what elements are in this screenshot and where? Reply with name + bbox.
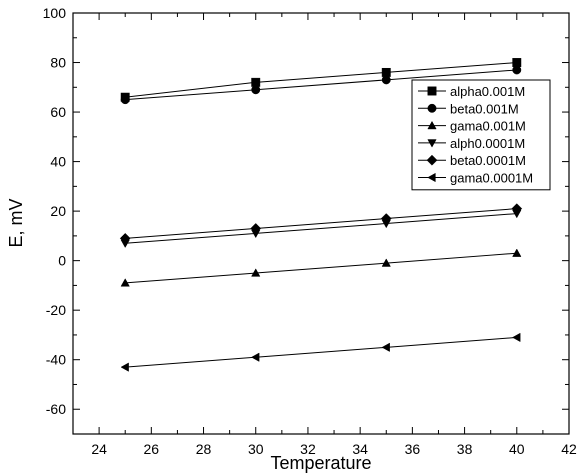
legend-marker bbox=[427, 172, 436, 183]
x-tick-label: 24 bbox=[91, 441, 107, 457]
data-point bbox=[512, 58, 522, 67]
data-point bbox=[381, 258, 391, 267]
x-tick-label: 30 bbox=[248, 441, 264, 457]
legend-label: beta0.001M bbox=[450, 101, 519, 116]
axes: -60 -40 -20 0 20 40 60 80 100 24 26 28 30 32 34 36 38 40 4… bbox=[43, 5, 577, 457]
y-tick-label: 100 bbox=[43, 5, 67, 21]
data-point bbox=[120, 278, 130, 287]
x-tick-label: 40 bbox=[509, 441, 525, 457]
series-5 bbox=[120, 332, 521, 372]
series-2 bbox=[120, 248, 522, 287]
legend-label: beta0.0001M bbox=[450, 153, 526, 168]
y-tick-label: 60 bbox=[50, 104, 66, 120]
legend-label: alpha0.001M bbox=[450, 84, 525, 99]
series-4 bbox=[119, 203, 523, 244]
x-tick-label: 28 bbox=[196, 441, 212, 457]
series-line bbox=[125, 69, 517, 101]
series-1 bbox=[120, 65, 522, 105]
legend-marker bbox=[426, 154, 438, 166]
y-tick-label: -60 bbox=[46, 401, 66, 417]
data-point bbox=[381, 342, 390, 352]
x-tick-label: 42 bbox=[561, 441, 577, 457]
data-point bbox=[512, 248, 522, 257]
series-line bbox=[125, 252, 517, 284]
data-point bbox=[251, 85, 261, 95]
data-point bbox=[251, 77, 261, 87]
y-axis-title: E, mV bbox=[6, 198, 26, 247]
data-point bbox=[380, 213, 392, 224]
data-point bbox=[120, 362, 129, 372]
series-layer bbox=[119, 58, 523, 372]
series-line bbox=[125, 62, 517, 98]
y-tick-label: -20 bbox=[46, 302, 66, 318]
series-line bbox=[125, 213, 517, 244]
x-tick-label: 34 bbox=[352, 441, 368, 457]
x-tick-label: 38 bbox=[457, 441, 473, 457]
data-point bbox=[512, 65, 522, 75]
data-point bbox=[381, 67, 391, 77]
legend-marker bbox=[427, 103, 437, 113]
data-point bbox=[120, 95, 130, 105]
data-point bbox=[251, 352, 260, 362]
data-point bbox=[251, 268, 261, 277]
data-point bbox=[511, 203, 523, 215]
x-tick-label: 26 bbox=[144, 441, 160, 457]
data-point bbox=[512, 332, 521, 343]
y-tick-label: -40 bbox=[46, 352, 66, 368]
series-3 bbox=[120, 209, 522, 249]
legend-label: gama0.001M bbox=[450, 119, 526, 134]
x-tick-label: 32 bbox=[300, 441, 316, 457]
y-tick-label: 80 bbox=[50, 55, 66, 71]
x-tick-label: 36 bbox=[405, 441, 421, 457]
data-point bbox=[250, 223, 262, 234]
legend: alpha0.001M beta0.001M gama0.001M alph0.000… bbox=[411, 79, 551, 191]
data-point bbox=[381, 75, 391, 85]
legend-marker bbox=[427, 139, 437, 148]
y-tick-label: 20 bbox=[50, 203, 66, 219]
y-tick-label: 40 bbox=[50, 154, 66, 170]
legend-marker bbox=[427, 120, 437, 130]
legend-label: gama0.0001M bbox=[450, 171, 533, 186]
y-tick-label: 0 bbox=[58, 253, 66, 269]
x-axis-title: Temperature bbox=[270, 453, 371, 473]
data-point bbox=[119, 232, 131, 244]
series-line bbox=[125, 336, 517, 368]
series-line bbox=[125, 208, 517, 239]
plot-frame bbox=[72, 12, 570, 435]
legend-label: alph0.0001M bbox=[450, 136, 525, 151]
legend-box bbox=[411, 79, 551, 191]
legend-marker bbox=[427, 86, 437, 96]
